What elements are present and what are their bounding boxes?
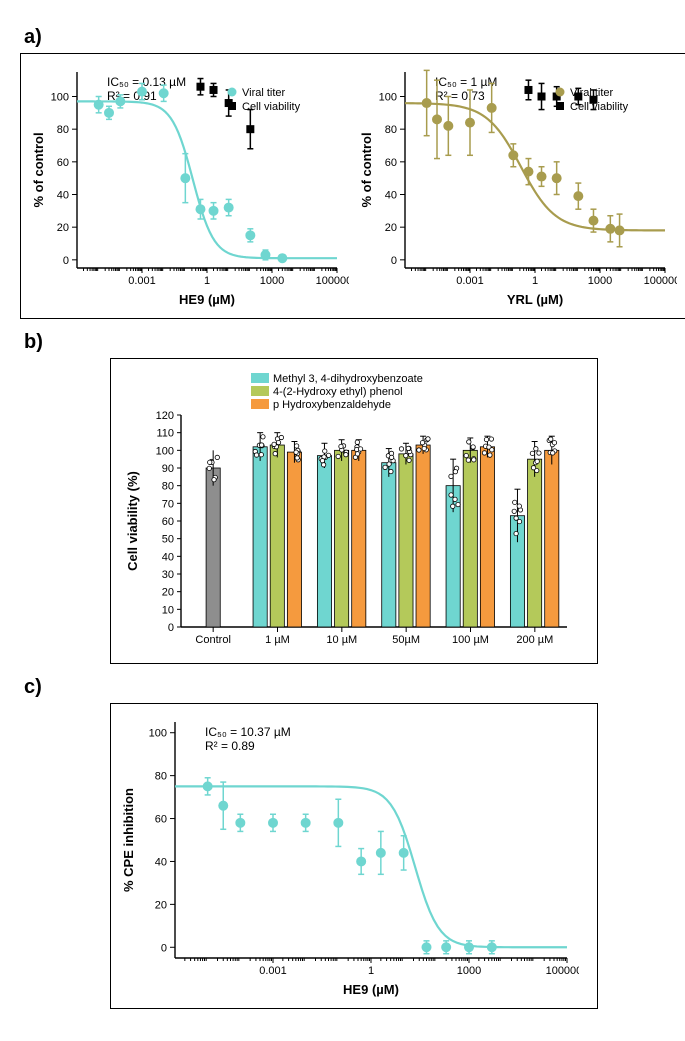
svg-text:100: 100: [379, 92, 397, 104]
svg-text:0: 0: [391, 255, 397, 267]
svg-text:IC₅₀ = 1 µM: IC₅₀ = 1 µM: [435, 75, 497, 89]
svg-text:0.001: 0.001: [128, 275, 156, 287]
svg-text:IC₅₀ = 10.37 µM: IC₅₀ = 10.37 µM: [205, 725, 291, 739]
svg-text:1000: 1000: [588, 275, 612, 287]
svg-text:60: 60: [162, 516, 174, 528]
svg-text:Cell viability: Cell viability: [242, 101, 301, 113]
svg-text:1000: 1000: [457, 965, 481, 977]
svg-text:R² = 0.73: R² = 0.73: [435, 89, 485, 103]
svg-text:20: 20: [155, 899, 167, 911]
svg-text:100 µM: 100 µM: [452, 634, 489, 646]
svg-text:120: 120: [156, 410, 174, 422]
svg-text:YRL (µM): YRL (µM): [507, 292, 563, 307]
svg-text:30: 30: [162, 569, 174, 581]
chart-a-right: 0.001 1 1000 1000000 0 20 40 60 80 100 YRL (µM) % o…: [357, 60, 677, 310]
svg-text:1: 1: [368, 965, 374, 977]
panel-c-label: c): [24, 676, 685, 699]
svg-text:0.001: 0.001: [259, 965, 287, 977]
svg-text:% of control: % of control: [31, 132, 46, 207]
svg-text:1000000: 1000000: [546, 965, 579, 977]
panel-b-label: b): [24, 331, 685, 354]
svg-text:100: 100: [156, 445, 174, 457]
svg-text:0.001: 0.001: [456, 275, 484, 287]
svg-text:40: 40: [57, 190, 69, 202]
svg-text:Methyl 3, 4-dihydroxybenzoate: Methyl 3, 4-dihydroxybenzoate: [273, 373, 423, 385]
svg-text:1: 1: [532, 275, 538, 287]
panel-b: 0 10 20 30 40 50 60 70 80 90 100 110 120 Cell viabili…: [110, 358, 598, 664]
svg-text:HE9 (µM): HE9 (µM): [343, 982, 399, 997]
svg-text:Cell viability (%): Cell viability (%): [125, 471, 140, 571]
svg-text:p Hydroxybenzaldehyde: p Hydroxybenzaldehyde: [273, 399, 391, 411]
svg-text:50µM: 50µM: [392, 634, 420, 646]
svg-text:40: 40: [155, 856, 167, 868]
svg-text:90: 90: [162, 463, 174, 475]
svg-text:20: 20: [385, 222, 397, 234]
panel-a: 0.001110001000000020406080100HE9 (µM)% o…: [20, 53, 685, 319]
svg-text:80: 80: [385, 124, 397, 136]
svg-text:0: 0: [63, 255, 69, 267]
svg-text:20: 20: [162, 587, 174, 599]
svg-text:% CPE inhibition: % CPE inhibition: [121, 788, 136, 892]
svg-text:1 µM: 1 µM: [265, 634, 290, 646]
svg-text:Viral titer: Viral titer: [242, 87, 286, 99]
svg-text:Cell viability: Cell viability: [570, 101, 629, 113]
panel-a-label: a): [24, 26, 685, 49]
svg-text:200 µM: 200 µM: [516, 634, 553, 646]
svg-text:1: 1: [204, 275, 210, 287]
svg-text:1000000: 1000000: [316, 275, 349, 287]
svg-text:Viral titer: Viral titer: [570, 87, 614, 99]
svg-text:60: 60: [57, 157, 69, 169]
svg-text:HE9 (µM): HE9 (µM): [179, 292, 235, 307]
panel-c: 0.001 1 1000 1000000 0 20 40 60 80 100 HE9 (µM) % C…: [110, 703, 598, 1009]
svg-text:110: 110: [156, 428, 174, 440]
svg-text:40: 40: [385, 190, 397, 202]
svg-text:R² = 0.89: R² = 0.89: [205, 739, 255, 753]
svg-text:100: 100: [149, 728, 167, 740]
svg-text:Control: Control: [195, 634, 230, 646]
svg-text:60: 60: [385, 157, 397, 169]
svg-text:80: 80: [155, 771, 167, 783]
svg-text:50: 50: [162, 534, 174, 546]
svg-text:1000: 1000: [260, 275, 284, 287]
svg-text:1000000: 1000000: [644, 275, 677, 287]
svg-text:0: 0: [161, 942, 167, 954]
svg-text:IC₅₀ = 0.13 µM: IC₅₀ = 0.13 µM: [107, 75, 186, 89]
chart-a-left: 0.001 1 1000 1000000 0 20 40 60 80 100 HE9 (µM) % o…: [29, 60, 349, 310]
svg-text:100: 100: [51, 92, 69, 104]
svg-text:10 µM: 10 µM: [326, 634, 357, 646]
svg-text:70: 70: [162, 498, 174, 510]
svg-text:60: 60: [155, 814, 167, 826]
svg-text:80: 80: [57, 124, 69, 136]
svg-text:40: 40: [162, 551, 174, 563]
chart-b: 0 10 20 30 40 50 60 70 80 90 100 110 120 Cell viabili…: [119, 365, 579, 655]
svg-text:20: 20: [57, 222, 69, 234]
svg-text:10: 10: [162, 604, 174, 616]
svg-text:0: 0: [168, 622, 174, 634]
svg-text:% of control: % of control: [359, 132, 374, 207]
svg-text:4-(2-Hydroxy ethyl) phenol: 4-(2-Hydroxy ethyl) phenol: [273, 386, 403, 398]
chart-c: 0.001 1 1000 1000000 0 20 40 60 80 100 HE9 (µM) % C…: [119, 710, 579, 1000]
svg-text:80: 80: [162, 481, 174, 493]
